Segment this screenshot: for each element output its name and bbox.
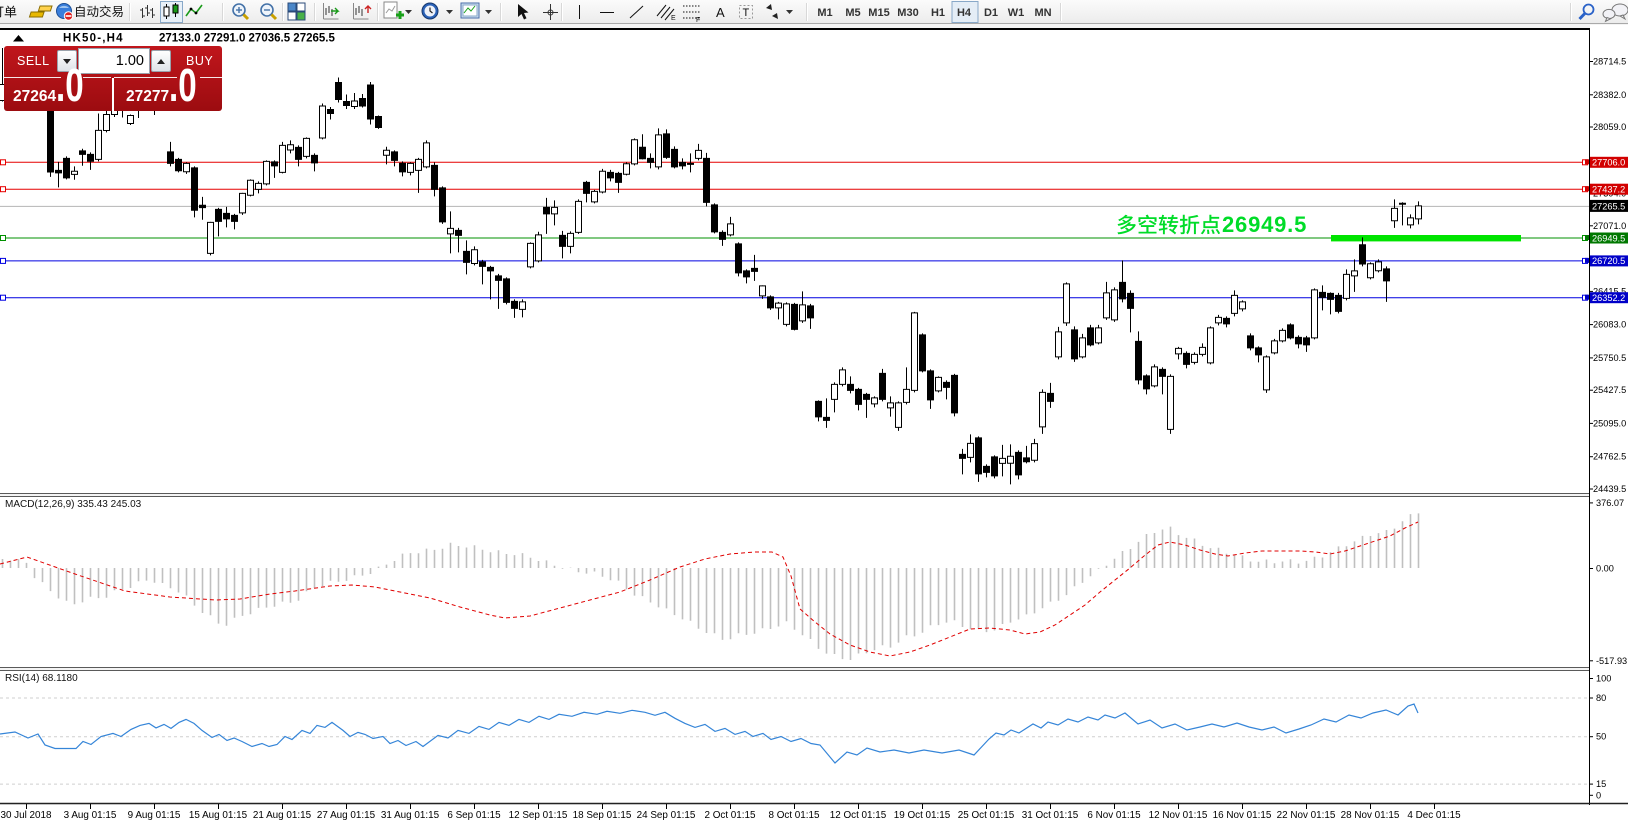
svg-text:HK50-,H4: HK50-,H4 xyxy=(63,33,124,45)
svg-text:80: 80 xyxy=(1596,693,1606,703)
svg-text:21 Aug 01:15: 21 Aug 01:15 xyxy=(253,810,312,821)
svg-text:4 Dec 01:15: 4 Dec 01:15 xyxy=(1407,810,1461,821)
svg-text:26352.2: 26352.2 xyxy=(1592,293,1625,303)
svg-text:27071.0: 27071.0 xyxy=(1593,221,1626,231)
svg-text:25427.5: 25427.5 xyxy=(1593,385,1626,395)
svg-text:W1: W1 xyxy=(1008,7,1025,19)
svg-text:26949.5: 26949.5 xyxy=(1222,212,1307,237)
svg-text:12 Nov 01:15: 12 Nov 01:15 xyxy=(1149,810,1208,821)
svg-text:MN: MN xyxy=(1034,7,1051,19)
svg-text:6 Sep 01:15: 6 Sep 01:15 xyxy=(447,810,501,821)
svg-text:RSI(14) 68.1180: RSI(14) 68.1180 xyxy=(5,673,78,684)
svg-text:26720.5: 26720.5 xyxy=(1592,256,1625,266)
svg-text:12 Sep 01:15: 12 Sep 01:15 xyxy=(509,810,568,821)
svg-text:9 Aug 01:15: 9 Aug 01:15 xyxy=(128,810,181,821)
svg-text:31 Aug 01:15: 31 Aug 01:15 xyxy=(381,810,440,821)
svg-text:D1: D1 xyxy=(984,7,998,19)
svg-text:16 Nov 01:15: 16 Nov 01:15 xyxy=(1213,810,1272,821)
svg-text:25750.5: 25750.5 xyxy=(1593,353,1626,363)
svg-text:15: 15 xyxy=(1596,779,1606,789)
svg-text:27437.2: 27437.2 xyxy=(1592,185,1625,195)
svg-text:A: A xyxy=(716,5,725,20)
svg-text:28382.0: 28382.0 xyxy=(1593,90,1626,100)
svg-text:28 Nov 01:15: 28 Nov 01:15 xyxy=(1341,810,1400,821)
svg-text:24 Sep 01:15: 24 Sep 01:15 xyxy=(637,810,696,821)
svg-text:27706.0: 27706.0 xyxy=(1592,158,1625,168)
svg-text:27 Aug 01:15: 27 Aug 01:15 xyxy=(317,810,376,821)
svg-text:25095.0: 25095.0 xyxy=(1593,418,1626,428)
svg-text:0: 0 xyxy=(1596,790,1601,800)
svg-text:24439.5: 24439.5 xyxy=(1593,484,1626,494)
svg-text:15 Aug 01:15: 15 Aug 01:15 xyxy=(189,810,248,821)
svg-text:27133.0 27291.0 27036.5 27265.: 27133.0 27291.0 27036.5 27265.5 xyxy=(159,33,335,45)
svg-text:26415.5: 26415.5 xyxy=(1593,286,1626,296)
svg-text:-517.93: -517.93 xyxy=(1596,656,1627,666)
svg-text:22 Nov 01:15: 22 Nov 01:15 xyxy=(1277,810,1336,821)
svg-text:50: 50 xyxy=(1596,732,1606,742)
svg-text:31 Oct 01:15: 31 Oct 01:15 xyxy=(1022,810,1079,821)
svg-text:M30: M30 xyxy=(897,7,918,19)
svg-text:T: T xyxy=(743,7,750,19)
svg-text:0.00: 0.00 xyxy=(1596,564,1614,574)
svg-text:2 Oct 01:15: 2 Oct 01:15 xyxy=(704,810,756,821)
svg-text:F: F xyxy=(696,17,700,24)
svg-text:8 Oct 01:15: 8 Oct 01:15 xyxy=(768,810,820,821)
svg-text:376.07: 376.07 xyxy=(1596,498,1624,508)
svg-text:E: E xyxy=(671,15,676,22)
svg-text:30 Jul 2018: 30 Jul 2018 xyxy=(0,810,52,821)
svg-text:H1: H1 xyxy=(931,7,945,19)
svg-text:24762.5: 24762.5 xyxy=(1593,452,1626,462)
svg-text:100: 100 xyxy=(1596,674,1611,684)
svg-text:3 Aug 01:15: 3 Aug 01:15 xyxy=(64,810,117,821)
svg-text:12 Oct 01:15: 12 Oct 01:15 xyxy=(830,810,887,821)
svg-text:26949.5: 26949.5 xyxy=(1592,233,1625,243)
svg-text:6 Nov 01:15: 6 Nov 01:15 xyxy=(1087,810,1141,821)
svg-text:27265.5: 27265.5 xyxy=(1592,202,1625,212)
svg-text:19 Oct 01:15: 19 Oct 01:15 xyxy=(894,810,951,821)
svg-text:26083.0: 26083.0 xyxy=(1593,320,1626,330)
svg-text:25 Oct 01:15: 25 Oct 01:15 xyxy=(958,810,1015,821)
svg-text:MACD(12,26,9) 335.43 245.03: MACD(12,26,9) 335.43 245.03 xyxy=(5,499,142,510)
svg-text:H4: H4 xyxy=(957,7,972,19)
svg-text:18 Sep 01:15: 18 Sep 01:15 xyxy=(573,810,632,821)
svg-text:28714.5: 28714.5 xyxy=(1593,57,1626,67)
svg-text:M1: M1 xyxy=(817,7,832,19)
svg-text:28059.0: 28059.0 xyxy=(1593,122,1626,132)
svg-text:M15: M15 xyxy=(868,7,889,19)
svg-text:M5: M5 xyxy=(845,7,860,19)
